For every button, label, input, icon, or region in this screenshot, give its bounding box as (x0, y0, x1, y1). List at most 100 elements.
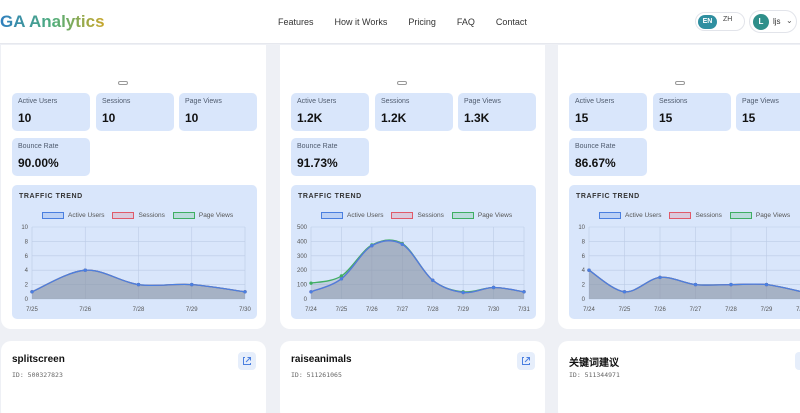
nav-link-contact[interactable]: Contact (495, 17, 527, 27)
open-external-button[interactable] (795, 352, 800, 370)
stat-value: 1.2K (297, 111, 323, 125)
user-name: ljs (773, 17, 781, 26)
nav-link-features[interactable]: Features (278, 17, 314, 27)
y-tick-label: 100 (297, 283, 308, 289)
open-external-button[interactable] (238, 352, 256, 370)
chart-plot: 0 2 4 6 8 10 7/25 7/26 7/28 7/29 7/30 (21, 225, 251, 313)
data-point[interactable] (522, 290, 526, 294)
data-point[interactable] (83, 268, 87, 272)
lang-zh-button[interactable]: ZH (723, 16, 733, 23)
series-area (32, 270, 245, 299)
nav-link-pricing[interactable]: Pricing (408, 17, 436, 27)
x-tick-label: 7/29 (186, 307, 198, 313)
legend-item[interactable]: Sessions (112, 212, 165, 219)
data-point[interactable] (30, 290, 34, 294)
drag-handle-icon[interactable] (118, 81, 128, 85)
stat-label: Sessions (659, 98, 688, 105)
legend-label: Active Users (347, 212, 384, 219)
data-point[interactable] (587, 268, 591, 272)
property-card[interactable]: 关键词建议 ID: 511344971 (558, 341, 800, 413)
y-tick-label: 0 (304, 297, 308, 303)
drag-handle-icon[interactable] (397, 81, 407, 85)
x-tick-label: 7/25 (619, 307, 631, 313)
data-point[interactable] (693, 282, 698, 287)
legend-item[interactable]: Sessions (669, 212, 722, 219)
legend-swatch (172, 212, 195, 219)
data-point[interactable] (136, 282, 141, 287)
data-point[interactable] (622, 290, 627, 294)
data-point[interactable] (243, 290, 247, 294)
data-point[interactable] (370, 244, 374, 248)
property-stats-card: Active Users 15 Sessions 15 Page Views 15 Boun… (558, 45, 800, 329)
data-point[interactable] (431, 278, 435, 282)
legend-item[interactable]: Sessions (391, 212, 444, 219)
legend-item[interactable]: Active Users (321, 212, 383, 219)
x-tick-label: 7/24 (583, 307, 595, 313)
drag-handle-icon[interactable] (675, 81, 685, 85)
chart-plot: 0 2 4 6 8 10 7/24 7/25 7/26 7/27 7/28 7/29 7/30 (578, 225, 800, 313)
page-views-stat: Page Views 1.3K (458, 93, 536, 131)
data-point[interactable] (461, 290, 465, 295)
chart-plot: 0 100 200 300 400 500 7/24 7/25 7/26 7/27 7/28 7/29… (297, 225, 531, 313)
y-tick-label: 10 (21, 225, 28, 231)
series-line (310, 240, 525, 294)
stat-value: 15 (659, 111, 673, 125)
legend-item[interactable]: Active Users (599, 212, 661, 219)
property-stats-card: Active Users 10 Sessions 10 Page Views 10 Boun… (1, 45, 266, 329)
x-tick-label: 7/27 (396, 307, 408, 313)
stat-label: Sessions (381, 98, 410, 105)
legend-label: Active Users (625, 212, 662, 219)
legend-swatch (321, 212, 343, 219)
y-tick-label: 2 (25, 283, 29, 289)
user-menu[interactable]: L ljs ⌄ (749, 10, 797, 33)
legend-swatch (112, 212, 135, 219)
stat-value: 10 (102, 111, 116, 125)
traffic-trend-chart: TRAFFIC TREND Active Users Sessions Page Vi… (291, 185, 536, 319)
stat-value: 15 (742, 111, 756, 125)
property-card[interactable]: raiseanimals ID: 511261065 (280, 341, 545, 413)
x-tick-label: 7/27 (690, 307, 702, 313)
nav-link-how-it-works[interactable]: How it Works (334, 17, 388, 27)
stat-value: 90.00% (18, 156, 59, 170)
lang-en-button[interactable]: EN (698, 15, 717, 29)
data-point[interactable] (309, 290, 313, 294)
y-tick-label: 4 (25, 268, 29, 274)
x-tick-label: 7/29 (457, 307, 469, 313)
data-point[interactable] (658, 275, 662, 280)
x-tick-label: 7/28 (133, 307, 145, 313)
y-tick-label: 400 (297, 239, 308, 245)
legend-item[interactable]: Active Users (42, 212, 104, 219)
external-link-icon (522, 357, 530, 365)
x-tick-label: 7/28 (725, 307, 737, 313)
stat-value: 10 (18, 111, 32, 125)
legend-item[interactable]: Page Views (729, 212, 790, 219)
data-point[interactable] (729, 282, 733, 287)
sessions-stat: Sessions 15 (653, 93, 731, 131)
data-point[interactable] (491, 285, 496, 290)
nav-link-faq[interactable]: FAQ (456, 17, 475, 27)
y-tick-label: 6 (25, 254, 29, 260)
y-tick-label: 300 (297, 254, 308, 260)
property-card[interactable]: splitscreen ID: 500327823 (1, 341, 266, 413)
x-tick-label: 7/31 (518, 307, 530, 313)
data-point[interactable] (309, 281, 313, 285)
brand-logo[interactable]: GA Analytics (0, 12, 105, 31)
data-point[interactable] (339, 274, 344, 278)
stat-value: 1.2K (381, 111, 407, 125)
data-point[interactable] (764, 282, 769, 287)
property-name: splitscreen (12, 354, 65, 365)
legend-label: Page Views (198, 212, 234, 219)
legend-label: Sessions (138, 212, 165, 219)
y-tick-label: 8 (582, 239, 586, 245)
data-point[interactable] (339, 277, 344, 281)
active-users-stat: Active Users 15 (569, 93, 647, 131)
series-area (311, 240, 524, 299)
nav-links: Features How it Works Pricing FAQ Contac… (278, 17, 548, 27)
open-external-button[interactable] (517, 352, 535, 370)
legend-item[interactable]: Page Views (172, 212, 234, 219)
data-point[interactable] (190, 282, 194, 287)
x-tick-label: 7/29 (761, 307, 773, 313)
legend-item[interactable]: Page Views (451, 212, 512, 219)
y-tick-label: 200 (297, 268, 308, 274)
data-point[interactable] (400, 242, 404, 246)
